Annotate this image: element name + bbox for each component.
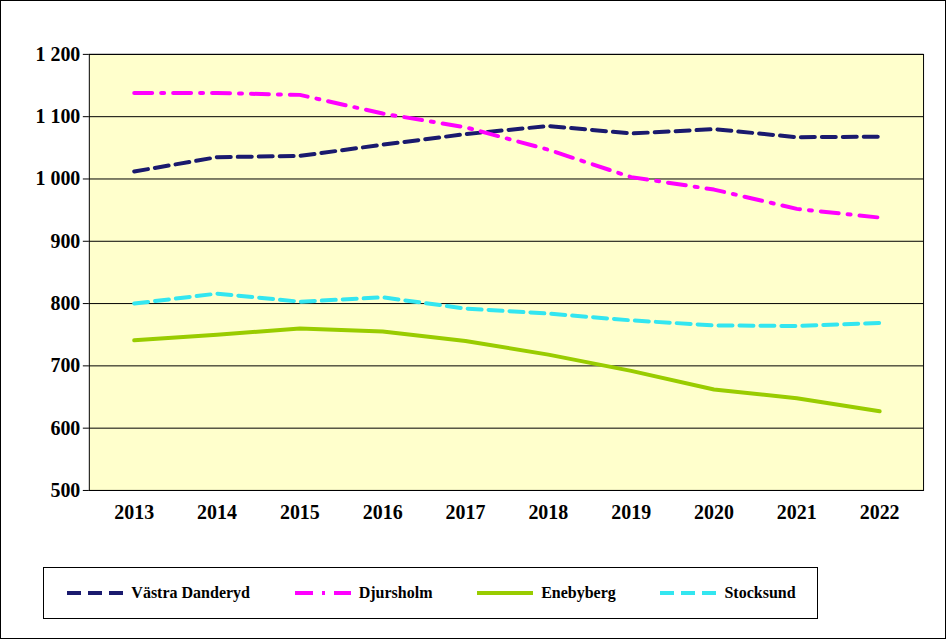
- svg-text:800: 800: [50, 292, 80, 314]
- svg-text:2018: 2018: [528, 501, 568, 523]
- svg-text:2017: 2017: [446, 501, 486, 523]
- svg-text:2013: 2013: [114, 501, 154, 523]
- svg-text:700: 700: [50, 354, 80, 376]
- html-text:Enebyberg: Enebyberg: [541, 584, 616, 601]
- svg-text:2019: 2019: [611, 501, 651, 523]
- html-text:Djursholm: Djursholm: [358, 584, 433, 601]
- svg-text:2021: 2021: [777, 501, 817, 523]
- svg-text:1 100: 1 100: [35, 105, 80, 127]
- svg-text:2016: 2016: [363, 501, 403, 523]
- svg-text:600: 600: [50, 417, 80, 439]
- svg-text:1 000: 1 000: [35, 167, 80, 189]
- svg-text:900: 900: [50, 230, 80, 252]
- svg-text:2022: 2022: [860, 501, 900, 523]
- svg-text:1 200: 1 200: [35, 43, 80, 65]
- html-text:Västra Danderyd: Västra Danderyd: [131, 584, 250, 601]
- svg-text:2020: 2020: [694, 501, 734, 523]
- svg-text:2015: 2015: [280, 501, 320, 523]
- svg-text:2014: 2014: [197, 501, 237, 523]
- html-text:Stocksund: Stocksund: [724, 584, 796, 601]
- svg-text:500: 500: [50, 479, 80, 501]
